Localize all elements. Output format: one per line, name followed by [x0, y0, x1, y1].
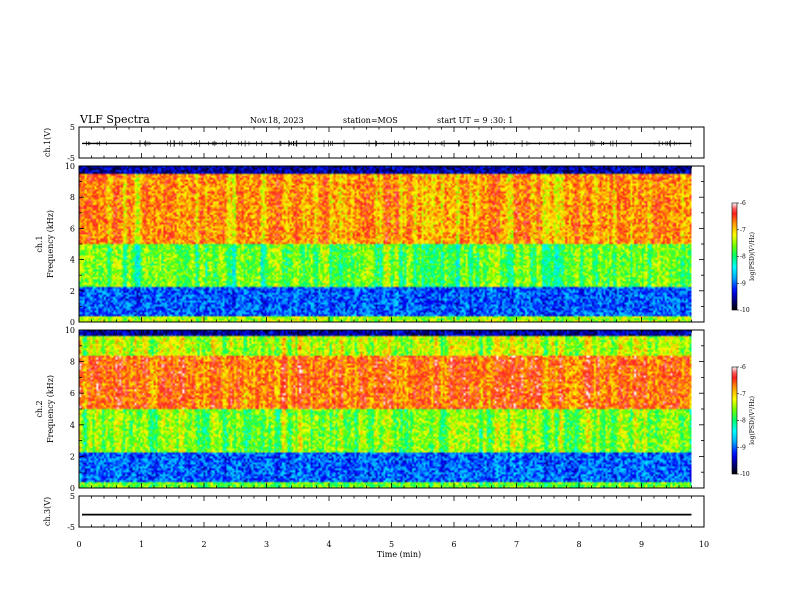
figure-title: VLF Spectra — [79, 113, 150, 126]
x-tick-label: 2 — [201, 540, 206, 549]
y-tick-label: 2 — [70, 287, 75, 296]
y-tick-label: 8 — [70, 193, 75, 202]
colorbar-tick-label: -6 — [740, 200, 746, 207]
header-station: station=MOS — [343, 116, 398, 125]
colorbar-ch2 — [731, 366, 738, 475]
colorbar-ch1 — [731, 202, 738, 311]
y-tick-label: 0 — [70, 318, 75, 327]
x-tick-label: 5 — [389, 540, 394, 549]
x-tick-label: 9 — [639, 540, 644, 549]
y-tick-label: 10 — [65, 326, 75, 335]
y-tick-label: 6 — [70, 389, 75, 398]
x-axis-label: Time (min) — [377, 550, 421, 559]
y-axis-label-panel-2: Frequency (kHz) — [46, 210, 55, 278]
y-tick-label: -5 — [67, 154, 75, 163]
colorbar-label: log(PSD)(V²/Hz) — [749, 396, 756, 445]
y-axis-label-panel-3: ch.2 — [35, 400, 44, 417]
x-tick-label: 4 — [326, 540, 331, 549]
y-tick-label: -5 — [67, 523, 75, 532]
y-tick-label: 2 — [70, 452, 75, 461]
colorbar-tick-label: -10 — [740, 307, 750, 314]
x-tick-label: 6 — [451, 540, 456, 549]
y-tick-label: 4 — [70, 421, 75, 430]
colorbar-tick-label: -7 — [740, 391, 746, 398]
x-tick-label: 3 — [264, 540, 269, 549]
x-tick-label: 10 — [699, 540, 709, 549]
y-tick-label: 4 — [70, 256, 75, 265]
y-tick-label: 6 — [70, 224, 75, 233]
colorbar-tick-label: -7 — [740, 227, 746, 234]
y-axis-label-panel-3: Frequency (kHz) — [46, 375, 55, 443]
colorbar-tick-label: -8 — [740, 254, 746, 261]
y-axis-label-panel-1: ch.1(V) — [43, 128, 52, 157]
y-tick-label: 8 — [70, 358, 75, 367]
colorbar-tick-label: -9 — [740, 444, 746, 451]
header-start-time: start UT = 9 :30: 1 — [437, 116, 513, 125]
colorbar-tick-label: -9 — [740, 280, 746, 287]
y-tick-label: 5 — [70, 123, 75, 132]
x-tick-label: 8 — [576, 540, 581, 549]
y-axis-label-panel-4: ch.3(V) — [43, 497, 52, 526]
y-tick-label: 5 — [70, 492, 75, 501]
colorbar-tick-label: -10 — [740, 471, 750, 478]
spectrogram-image-ch2 — [79, 330, 692, 488]
y-tick-label: 0 — [70, 484, 75, 493]
colorbar-tick-label: -6 — [740, 364, 746, 371]
spectrogram-image-ch1 — [79, 166, 692, 322]
y-axis-label-panel-2: ch.1 — [35, 235, 44, 252]
x-tick-label: 0 — [76, 540, 81, 549]
x-tick-label: 1 — [139, 540, 144, 549]
colorbar-label: log(PSD)(V²/Hz) — [749, 232, 756, 281]
header-date: Nov.18, 2023 — [250, 116, 304, 125]
x-tick-label: 7 — [514, 540, 519, 549]
colorbar-tick-label: -8 — [740, 418, 746, 425]
y-tick-label: 10 — [65, 162, 75, 171]
